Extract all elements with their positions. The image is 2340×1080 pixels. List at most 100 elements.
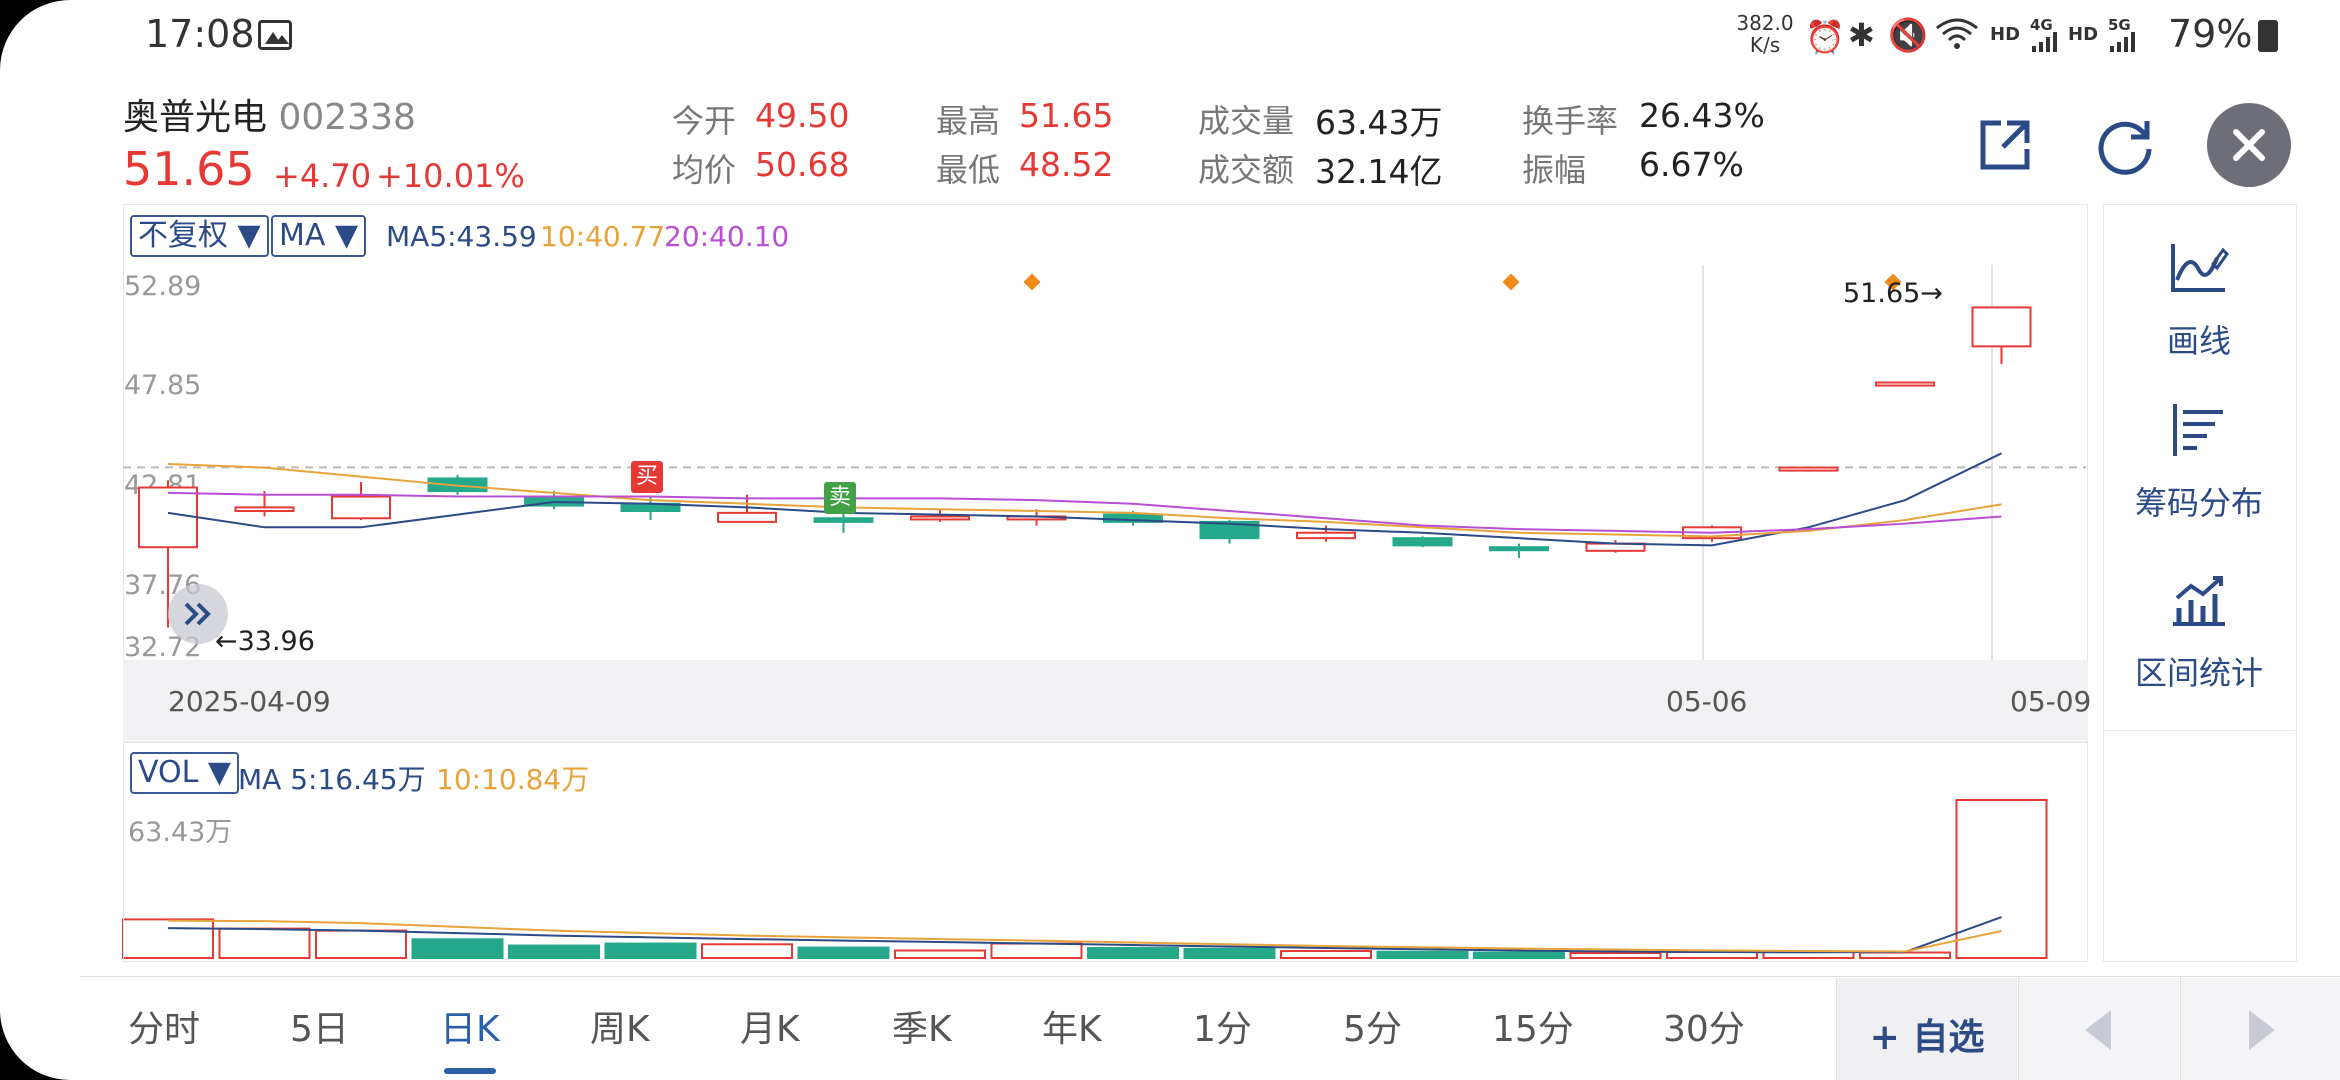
volume-bar [604, 942, 697, 959]
volume-bar [218, 927, 311, 960]
x-axis-start-date: 2025-04-09 [168, 685, 331, 718]
amount-value: 32.14亿 [1315, 152, 1443, 191]
tab-15min[interactable]: 15分 [1492, 1009, 1574, 1050]
candle-body [717, 511, 777, 523]
tab-monthly-k[interactable]: 月K [740, 1009, 800, 1050]
volume-bar [1376, 950, 1469, 959]
ma10-legend: 10:40.77 [540, 220, 666, 253]
candle-body [1296, 531, 1356, 540]
vol-ma-line-10 [167, 919, 2002, 953]
tab-quarterly-k[interactable]: 季K [892, 1009, 952, 1050]
double-chevron-right-icon [184, 602, 211, 626]
triangle-left-icon [2085, 1010, 2111, 1050]
high-value: 51.65 [1019, 96, 1114, 135]
volume-bar [797, 946, 890, 960]
draw-line-tool[interactable]: 画线 [2124, 240, 2274, 370]
volume-bar [315, 929, 407, 960]
candle-body [1875, 381, 1935, 387]
tabbar-divider [80, 976, 2340, 977]
hd-badge-2: HD [2068, 24, 2099, 45]
add-watchlist-button[interactable]: + 自选 [1836, 978, 2017, 1080]
net-speed: 382.0 K/s [1736, 11, 1794, 57]
vol-max-label: 63.43万 [128, 817, 233, 848]
ma-line-ma5 [167, 452, 2002, 547]
x-axis-end-date: 05-09 [2010, 685, 2092, 718]
vol-indicator-select[interactable]: VOL ▼ [130, 752, 239, 794]
tab-30min[interactable]: 30分 [1663, 1009, 1745, 1050]
next-stock-button[interactable] [2180, 978, 2340, 1080]
candle-body [1971, 306, 2032, 348]
candle-body [1489, 546, 1549, 552]
candle-body [1392, 537, 1453, 547]
amplitude-value: 6.67% [1639, 145, 1744, 184]
volume-bar [1569, 952, 1662, 959]
ma-line-20 [167, 491, 2002, 534]
tab-5day[interactable]: 5日 [290, 1009, 349, 1050]
price-change: +4.70 [273, 157, 372, 195]
x-axis-mid-date: 05-06 [1666, 685, 1748, 718]
signal-5g-label: 5G [2108, 16, 2131, 34]
volume-bar [508, 944, 600, 960]
adjust-select[interactable]: 不复权 ▼ [130, 215, 269, 257]
buy-signal-badge[interactable]: 买 [631, 461, 663, 493]
volume-bar [411, 938, 504, 960]
candle-body [813, 517, 874, 523]
alarm-icon: ⏰ [1805, 18, 1845, 56]
tools-divider [2103, 730, 2295, 731]
stock-name-row: 奥普光电 002338 [123, 88, 416, 140]
candle-body [138, 486, 198, 549]
close-icon [2233, 129, 2265, 161]
tab-yearly-k[interactable]: 年K [1042, 1009, 1102, 1050]
tab-fenshi[interactable]: 分时 [128, 1009, 201, 1050]
hd-badge-1: HD [1990, 24, 2021, 45]
interval-stats-label: 区间统计 [2134, 654, 2263, 692]
avg-value: 50.68 [755, 145, 850, 184]
price-change-pct: +10.01% [376, 157, 525, 195]
tab-1min[interactable]: 1分 [1193, 1009, 1252, 1050]
close-button[interactable] [2207, 103, 2291, 187]
low-price-marker: ←33.96 [215, 626, 315, 657]
volume-bar [894, 949, 986, 960]
signal-5g-icon [2110, 30, 2140, 56]
tools-panel [2103, 204, 2297, 962]
turnover-value: 26.43% [1639, 96, 1765, 135]
tab-daily-k[interactable]: 日K [440, 1009, 500, 1050]
indicator-select[interactable]: MA ▼ [271, 215, 367, 257]
kline-panel [123, 204, 2088, 742]
volume-value: 63.43万 [1315, 103, 1443, 142]
stock-name: 奥普光电 [123, 97, 268, 138]
open-value: 49.50 [755, 96, 850, 135]
ma20-legend: 20:40.10 [664, 220, 790, 253]
status-time: 17:08 [145, 12, 255, 56]
chip-distribution-label: 筹码分布 [2134, 484, 2263, 522]
amount-label: 成交额 [1198, 151, 1295, 189]
vol-ma5-legend: MA 5:16.45万 [238, 763, 426, 796]
signal-4g-label: 4G [2030, 16, 2053, 34]
tab-5min[interactable]: 5分 [1343, 1009, 1402, 1050]
share-icon[interactable] [1975, 115, 2035, 175]
volume-bar [1183, 947, 1276, 960]
low-value: 48.52 [1019, 145, 1114, 184]
interval-stats-tool[interactable]: 区间统计 [2124, 572, 2274, 702]
sell-signal-badge[interactable]: 卖 [824, 482, 856, 514]
bluetooth-icon: ✱ [1848, 16, 1875, 54]
interval-stats-icon [2173, 576, 2225, 626]
candle-body [234, 506, 295, 513]
expand-button[interactable] [168, 584, 228, 644]
chip-distribution-tool[interactable]: 筹码分布 [2124, 402, 2274, 532]
volume-bar [1280, 950, 1372, 960]
draw-line-icon [2171, 244, 2229, 292]
draw-line-label: 画线 [2166, 322, 2231, 360]
volume-label: 成交量 [1198, 102, 1295, 140]
ma-line-10 [167, 462, 2002, 538]
signal-4g-icon [2032, 30, 2062, 56]
volume-bar [122, 918, 214, 959]
volume-bar [1473, 951, 1565, 960]
refresh-icon[interactable] [2095, 115, 2157, 177]
candle-body [910, 515, 970, 521]
prev-stock-button[interactable] [2018, 978, 2179, 1080]
candle-body [1199, 520, 1260, 540]
tab-weekly-k[interactable]: 周K [590, 1009, 650, 1050]
gallery-icon [258, 20, 292, 50]
